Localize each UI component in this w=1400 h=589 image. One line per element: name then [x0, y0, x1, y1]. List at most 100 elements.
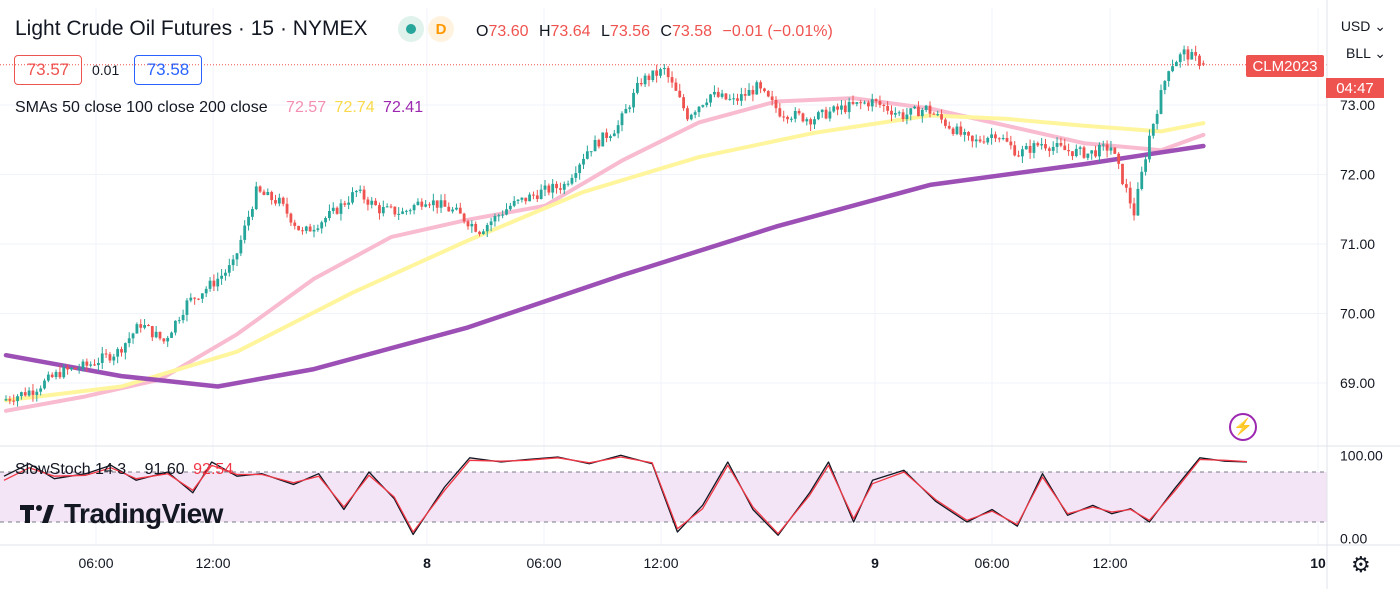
candle-body [135, 324, 139, 334]
tradingview-logo[interactable]: TradingView [20, 498, 223, 530]
sma-legend[interactable]: SMAs 50 close 100 close 200 close 72.57 … [15, 99, 423, 117]
candle-body [374, 200, 377, 206]
candle-body [1132, 203, 1136, 216]
candle-body [493, 216, 497, 222]
candle-body [639, 82, 643, 85]
sell-price-button[interactable]: 73.57 [14, 55, 82, 85]
stoch-legend[interactable]: SlowStoch 14 3 91.60 92.54 [15, 461, 233, 479]
candle-body [793, 110, 797, 119]
candle-body [1013, 145, 1017, 156]
time-tick-label: 12:00 [1092, 555, 1127, 571]
candle-body [1105, 144, 1109, 151]
candle-body [108, 354, 112, 361]
candle-body [1040, 144, 1044, 146]
candle-body [863, 102, 866, 104]
candle-body [389, 206, 393, 208]
buy-price-button[interactable]: 73.58 [134, 55, 202, 85]
candle-body [277, 197, 281, 204]
candle-body [235, 253, 239, 260]
candle-body [1078, 147, 1082, 149]
candle-body [4, 399, 8, 401]
candle-body [944, 119, 947, 126]
candle-body [77, 368, 81, 370]
candle-body [647, 75, 651, 80]
candle-body [270, 191, 274, 201]
candle-body [231, 259, 235, 266]
candle-body [470, 223, 474, 227]
candle-body [855, 102, 859, 104]
candle-body [1009, 141, 1013, 146]
delayed-badge[interactable]: D [428, 16, 454, 42]
candle-body [212, 280, 216, 287]
stoch-k-value: 91.60 [144, 461, 185, 478]
gear-icon[interactable]: ⚙ [1351, 552, 1371, 577]
candle-body [970, 135, 974, 142]
candle-body [428, 204, 431, 206]
candle-body [339, 203, 343, 214]
price-tick-label: 72.00 [1340, 167, 1375, 183]
candle-body [528, 194, 531, 202]
candle-body [1028, 145, 1032, 153]
candle-body [489, 221, 493, 225]
candle-body [1005, 138, 1009, 142]
candle-body [401, 211, 404, 214]
candle-body [197, 298, 200, 300]
candle-body [585, 151, 589, 159]
candle-body [813, 119, 816, 125]
candle-body [123, 343, 127, 353]
candle-body [790, 118, 793, 120]
candle-body [655, 70, 659, 76]
candle-body [532, 194, 535, 196]
candle-body [924, 105, 928, 110]
sma-lines [0, 64, 1327, 413]
candle-body [1136, 188, 1140, 216]
candle-body [358, 189, 362, 191]
candle-body [605, 132, 608, 139]
status-badges: D [398, 16, 454, 42]
sma-legend-label: SMAs 50 close 100 close 200 close [15, 99, 268, 116]
chevron-down-icon: ⌄ [1374, 18, 1386, 34]
candle-body [516, 199, 520, 201]
candle-body [578, 164, 582, 174]
tradingview-logo-icon [20, 505, 54, 523]
candle-body [816, 112, 820, 120]
stoch-tick-label: 0.00 [1340, 531, 1367, 547]
candle-body [628, 107, 632, 109]
candle-body [1047, 148, 1051, 151]
candle-body [724, 93, 728, 100]
candle-body [43, 380, 46, 389]
unit-selector[interactable]: BLL ⌄ [1346, 45, 1386, 62]
candle-body [512, 200, 516, 206]
candle-body [185, 300, 189, 315]
currency-selector[interactable]: USD ⌄ [1341, 18, 1386, 35]
candle-body [1017, 155, 1020, 157]
candle-body [458, 207, 462, 214]
candle-body [739, 94, 743, 101]
candle-body [886, 105, 890, 111]
spread-value: 0.01 [92, 62, 120, 78]
candle-body [1201, 63, 1205, 65]
candle-body [893, 113, 897, 115]
symbol-title[interactable]: Light Crude Oil Futures · 15 · NYMEX [15, 17, 368, 40]
candle-body [354, 190, 358, 193]
candle-body [50, 374, 54, 378]
candle-body [909, 108, 913, 115]
market-open-dot-icon[interactable] [398, 16, 424, 42]
candle-body [485, 224, 489, 232]
candle-body [555, 183, 558, 189]
candle-body [505, 209, 508, 215]
candle-body [686, 108, 689, 120]
candle-body [285, 203, 289, 214]
candle-body [46, 374, 50, 381]
candle-body [116, 349, 120, 357]
candle-body [1024, 145, 1028, 150]
candle-body [786, 116, 789, 120]
candle-body [1113, 147, 1117, 154]
candle-body [58, 372, 62, 378]
candle-body [89, 364, 93, 366]
lightning-bolt-icon[interactable]: ⚡ [1229, 413, 1257, 441]
candle-body [974, 139, 978, 142]
candle-body [890, 110, 893, 115]
candle-body [97, 362, 100, 366]
